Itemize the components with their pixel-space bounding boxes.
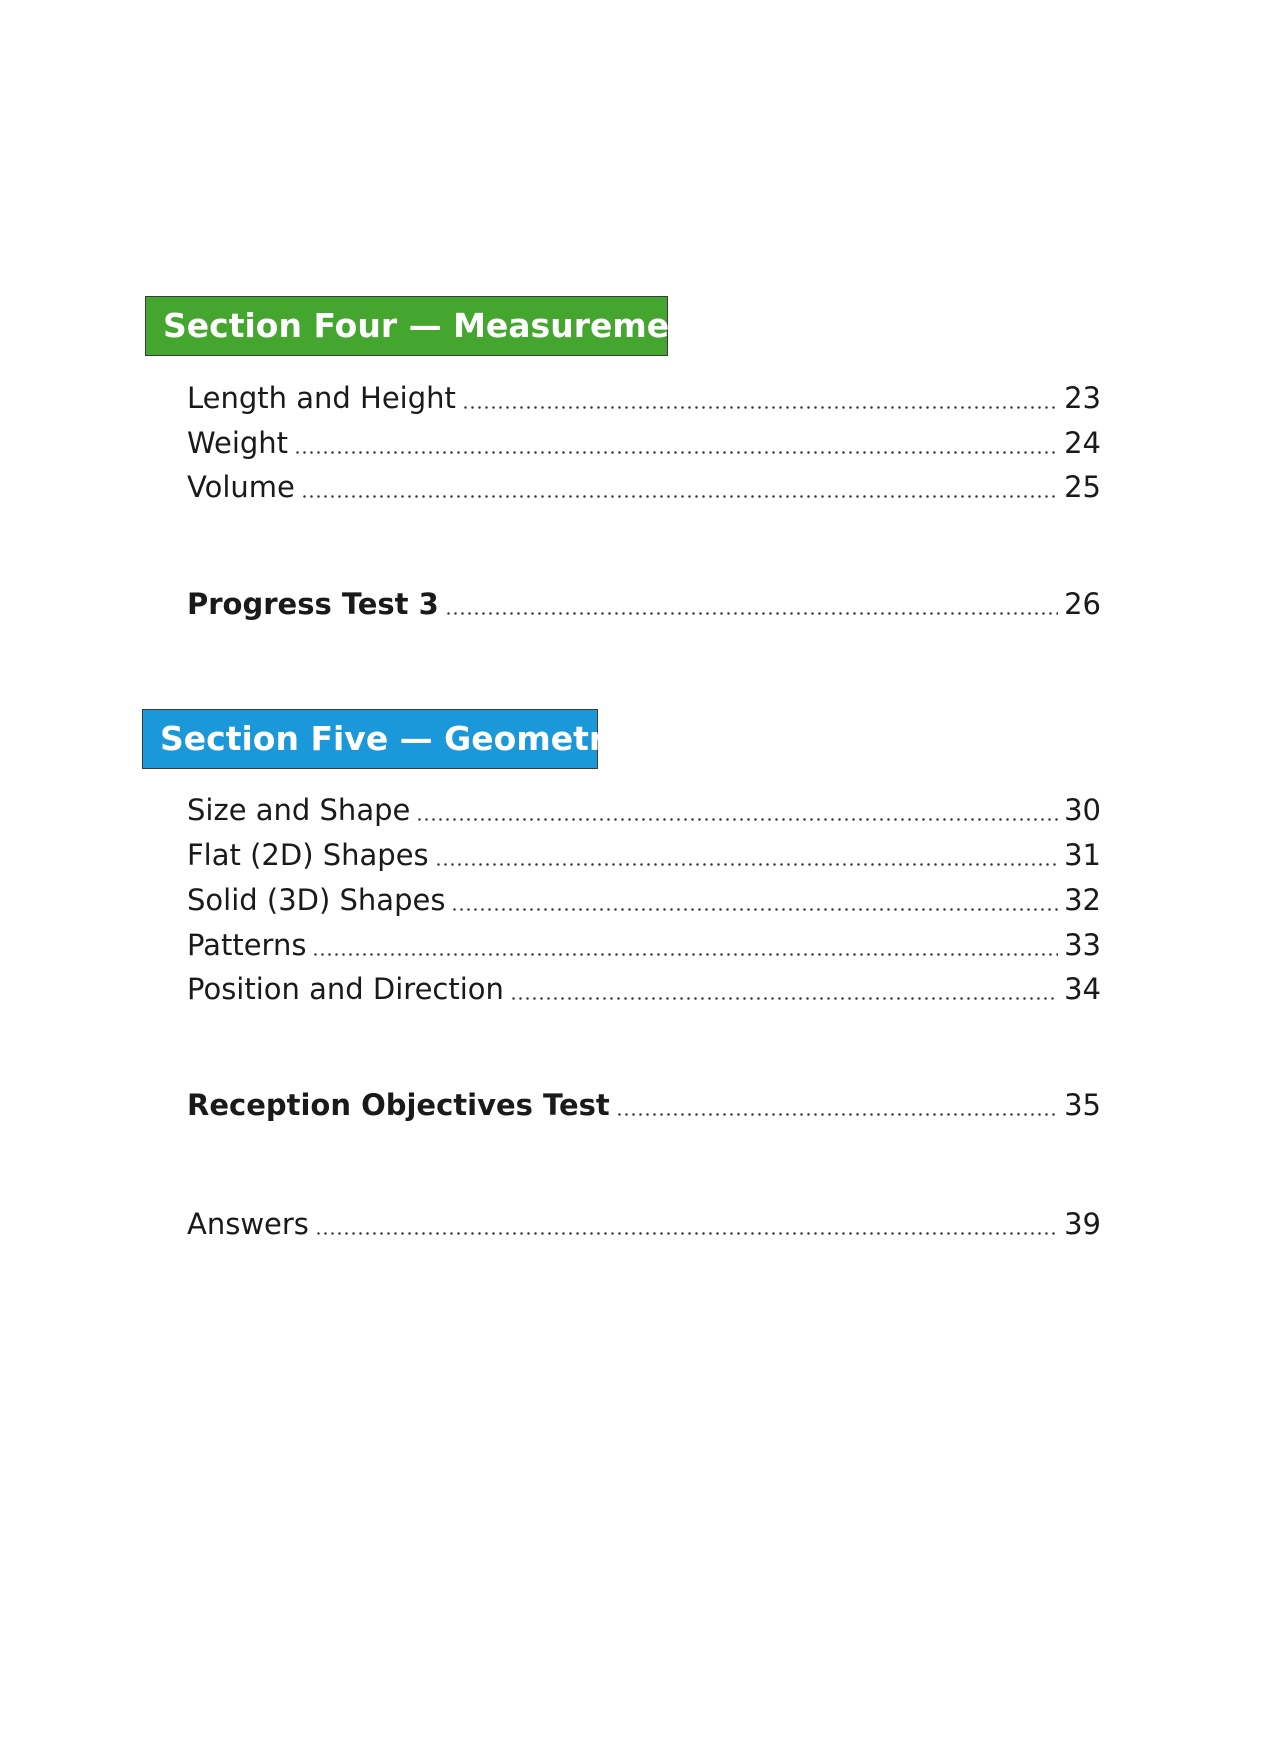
dot-leader — [314, 1232, 1059, 1235]
entry-page: 25 — [1064, 470, 1101, 504]
entry-page: 39 — [1064, 1207, 1101, 1241]
entry-page: 35 — [1064, 1088, 1101, 1122]
entry-page: 30 — [1064, 793, 1101, 827]
entry-page: 32 — [1064, 883, 1101, 917]
entry-label: Volume — [187, 470, 295, 504]
entry-label: Weight — [187, 426, 289, 460]
section-five-header: Section Five — Geometry — [142, 709, 627, 769]
dot-leader — [444, 612, 1059, 615]
entry-label: Solid (3D) Shapes — [187, 883, 446, 917]
toc-entry[interactable]: Flat (2D) Shapes 31 — [187, 835, 1101, 875]
toc-entry[interactable]: Volume 25 — [187, 467, 1101, 507]
dot-leader — [300, 495, 1059, 498]
entry-label: Size and Shape — [187, 793, 411, 827]
entry-page: 24 — [1064, 426, 1101, 460]
dot-leader — [461, 406, 1059, 409]
toc-entry-objectives-test[interactable]: Reception Objectives Test 35 — [187, 1085, 1101, 1125]
toc-entry[interactable]: Solid (3D) Shapes 32 — [187, 880, 1101, 920]
entry-label: Reception Objectives Test — [187, 1088, 610, 1122]
dot-leader — [434, 863, 1059, 866]
section-four-header: Section Four — Measurement — [145, 296, 708, 356]
toc-entry-progress-test[interactable]: Progress Test 3 26 — [187, 584, 1101, 624]
toc-entry[interactable]: Patterns 33 — [187, 925, 1101, 965]
dot-leader — [451, 908, 1059, 911]
entry-page: 33 — [1064, 928, 1101, 962]
entry-label: Answers — [187, 1207, 309, 1241]
entry-label: Flat (2D) Shapes — [187, 838, 429, 872]
entry-label: Progress Test 3 — [187, 587, 439, 621]
dot-leader — [294, 451, 1059, 454]
entry-page: 23 — [1064, 381, 1101, 415]
entry-label: Length and Height — [187, 381, 456, 415]
dot-leader — [509, 997, 1059, 1000]
dot-leader — [615, 1113, 1059, 1116]
toc-entry[interactable]: Weight 24 — [187, 423, 1101, 463]
entry-page: 26 — [1064, 587, 1101, 621]
toc-entry[interactable]: Size and Shape 30 — [187, 790, 1101, 830]
toc-entry-answers[interactable]: Answers 39 — [187, 1204, 1101, 1244]
entry-page: 31 — [1064, 838, 1101, 872]
entry-label: Patterns — [187, 928, 307, 962]
dot-leader — [416, 818, 1059, 821]
entry-page: 34 — [1064, 972, 1101, 1006]
toc-entry[interactable]: Position and Direction 34 — [187, 969, 1101, 1009]
dot-leader — [312, 953, 1059, 956]
toc-entry[interactable]: Length and Height 23 — [187, 378, 1101, 418]
entry-label: Position and Direction — [187, 972, 504, 1006]
